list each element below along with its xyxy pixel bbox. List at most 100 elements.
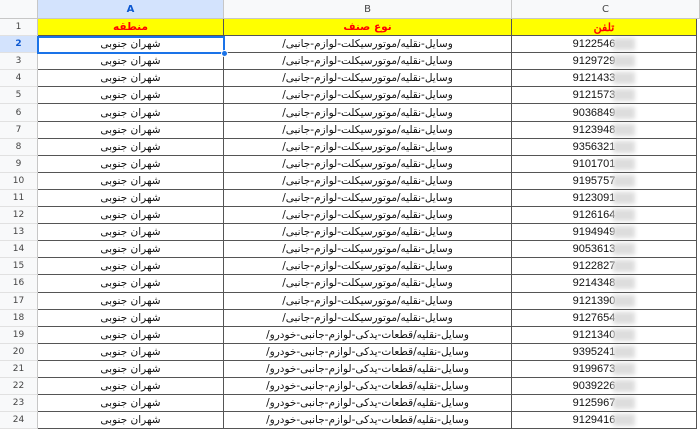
- cell-region[interactable]: شهران جنوبی: [38, 70, 224, 88]
- fill-handle[interactable]: [221, 50, 228, 57]
- cell-region[interactable]: شهران جنوبی: [38, 412, 224, 429]
- row-number[interactable]: 20: [0, 343, 38, 361]
- column-header-a[interactable]: A: [38, 0, 224, 19]
- cell-phone[interactable]: 9395241: [512, 343, 697, 361]
- cell-category[interactable]: وسایل-نقلیه/موتورسیکلت-لوازم-جانبی/: [224, 155, 512, 173]
- cell-category[interactable]: وسایل-نقلیه/موتورسیکلت-لوازم-جانبی/: [224, 87, 512, 105]
- cell-phone[interactable]: 9121433: [512, 70, 697, 88]
- row-number[interactable]: 4: [0, 70, 38, 88]
- cell-region[interactable]: شهران جنوبی: [38, 172, 224, 190]
- row-number[interactable]: 14: [0, 241, 38, 259]
- select-all-corner[interactable]: [0, 0, 38, 19]
- cell-category[interactable]: وسایل-نقلیه/موتورسیکلت-لوازم-جانبی/: [224, 292, 512, 310]
- cell-region[interactable]: شهران جنوبی: [38, 36, 224, 54]
- cell-region[interactable]: شهران جنوبی: [38, 87, 224, 105]
- cell-region[interactable]: شهران جنوبی: [38, 224, 224, 242]
- cell-phone[interactable]: 9129416: [512, 412, 697, 429]
- row-number[interactable]: 22: [0, 377, 38, 396]
- row-number[interactable]: 2: [0, 36, 38, 54]
- row-number[interactable]: 8: [0, 138, 38, 156]
- row-number[interactable]: 10: [0, 172, 38, 190]
- cell-category[interactable]: وسایل-نقلیه/موتورسیکلت-لوازم-جانبی/: [224, 104, 512, 122]
- cell-category[interactable]: وسایل-نقلیه/موتورسیکلت-لوازم-جانبی/: [224, 53, 512, 71]
- cell-region[interactable]: شهران جنوبی: [38, 53, 224, 71]
- row-number[interactable]: 15: [0, 258, 38, 276]
- cell-category[interactable]: وسایل-نقلیه/قطعات-یدکی-لوازم-جانبی-خودرو…: [224, 395, 512, 413]
- row-number[interactable]: 7: [0, 121, 38, 139]
- header-cell-phone[interactable]: تلفن: [512, 19, 697, 37]
- cell-region[interactable]: شهران جنوبی: [38, 155, 224, 173]
- cell-phone[interactable]: 9195757: [512, 172, 697, 190]
- cell-region[interactable]: شهران جنوبی: [38, 309, 224, 327]
- cell-category[interactable]: وسایل-نقلیه/قطعات-یدکی-لوازم-جانبی-خودرو…: [224, 326, 512, 344]
- cell-phone[interactable]: 9126164: [512, 207, 697, 225]
- cell-region[interactable]: شهران جنوبی: [38, 360, 224, 378]
- cell-phone[interactable]: 9127654: [512, 309, 697, 327]
- cell-category[interactable]: وسایل-نقلیه/موتورسیکلت-لوازم-جانبی/: [224, 309, 512, 327]
- cell-region[interactable]: شهران جنوبی: [38, 377, 224, 396]
- cell-region[interactable]: شهران جنوبی: [38, 241, 224, 259]
- cell-category[interactable]: وسایل-نقلیه/موتورسیکلت-لوازم-جانبی/: [224, 138, 512, 156]
- cell-region[interactable]: شهران جنوبی: [38, 395, 224, 413]
- cell-category[interactable]: وسایل-نقلیه/موتورسیکلت-لوازم-جانبی/: [224, 224, 512, 242]
- row-number[interactable]: 19: [0, 326, 38, 344]
- cell-phone[interactable]: 9036849: [512, 104, 697, 122]
- row-number[interactable]: 17: [0, 292, 38, 310]
- cell-category[interactable]: وسایل-نقلیه/موتورسیکلت-لوازم-جانبی/: [224, 258, 512, 276]
- cell-region[interactable]: شهران جنوبی: [38, 121, 224, 139]
- cell-region[interactable]: شهران جنوبی: [38, 326, 224, 344]
- cell-category[interactable]: وسایل-نقلیه/موتورسیکلت-لوازم-جانبی/: [224, 121, 512, 139]
- cell-category[interactable]: وسایل-نقلیه/موتورسیکلت-لوازم-جانبی/: [224, 36, 512, 54]
- row-number[interactable]: 21: [0, 360, 38, 378]
- cell-phone[interactable]: 9121573: [512, 87, 697, 105]
- cell-category[interactable]: وسایل-نقلیه/موتورسیکلت-لوازم-جانبی/: [224, 207, 512, 225]
- cell-phone[interactable]: 9214348: [512, 275, 697, 293]
- row-number[interactable]: 16: [0, 275, 38, 293]
- cell-phone[interactable]: 9121390: [512, 292, 697, 310]
- cell-region[interactable]: شهران جنوبی: [38, 207, 224, 225]
- cell-region[interactable]: شهران جنوبی: [38, 343, 224, 361]
- cell-phone[interactable]: 9039226: [512, 377, 697, 396]
- cell-category[interactable]: وسایل-نقلیه/قطعات-یدکی-لوازم-جانبی-خودرو…: [224, 377, 512, 396]
- column-header-b[interactable]: B: [224, 0, 512, 19]
- cell-category[interactable]: وسایل-نقلیه/موتورسیکلت-لوازم-جانبی/: [224, 189, 512, 208]
- cell-region[interactable]: شهران جنوبی: [38, 104, 224, 122]
- row-number[interactable]: 18: [0, 309, 38, 327]
- cell-category[interactable]: وسایل-نقلیه/موتورسیکلت-لوازم-جانبی/: [224, 172, 512, 190]
- row-number[interactable]: 1: [0, 19, 38, 37]
- row-number[interactable]: 11: [0, 189, 38, 208]
- cell-phone[interactable]: 9122827: [512, 258, 697, 276]
- cell-region[interactable]: شهران جنوبی: [38, 292, 224, 310]
- cell-phone[interactable]: 9101701: [512, 155, 697, 173]
- row-number[interactable]: 5: [0, 87, 38, 105]
- row-number[interactable]: 9: [0, 155, 38, 173]
- cell-phone[interactable]: 9199673: [512, 360, 697, 378]
- row-number[interactable]: 12: [0, 207, 38, 225]
- column-header-c[interactable]: C: [512, 0, 700, 19]
- cell-phone[interactable]: 9129729: [512, 53, 697, 71]
- row-number[interactable]: 13: [0, 224, 38, 242]
- cell-category[interactable]: وسایل-نقلیه/قطعات-یدکی-لوازم-جانبی-خودرو…: [224, 343, 512, 361]
- row-number[interactable]: 3: [0, 53, 38, 71]
- row-number[interactable]: 24: [0, 412, 38, 429]
- cell-region[interactable]: شهران جنوبی: [38, 258, 224, 276]
- row-number[interactable]: 6: [0, 104, 38, 122]
- cell-phone[interactable]: 9123948: [512, 121, 697, 139]
- cell-category[interactable]: وسایل-نقلیه/قطعات-یدکی-لوازم-جانبی-خودرو…: [224, 360, 512, 378]
- cell-category[interactable]: وسایل-نقلیه/موتورسیکلت-لوازم-جانبی/: [224, 241, 512, 259]
- cell-region[interactable]: شهران جنوبی: [38, 138, 224, 156]
- cell-region[interactable]: شهران جنوبی: [38, 189, 224, 208]
- header-cell-region[interactable]: منطقه: [38, 19, 224, 37]
- cell-category[interactable]: وسایل-نقلیه/قطعات-یدکی-لوازم-جانبی-خودرو…: [224, 412, 512, 429]
- cell-phone[interactable]: 9121340: [512, 326, 697, 344]
- cell-phone[interactable]: 9123091: [512, 189, 697, 208]
- cell-phone[interactable]: 9356321: [512, 138, 697, 156]
- cell-phone[interactable]: 9053613: [512, 241, 697, 259]
- cell-category[interactable]: وسایل-نقلیه/موتورسیکلت-لوازم-جانبی/: [224, 70, 512, 88]
- header-cell-category[interactable]: نوع صنف: [224, 19, 512, 37]
- cell-phone[interactable]: 9122546: [512, 36, 697, 54]
- row-number[interactable]: 23: [0, 395, 38, 413]
- cell-phone[interactable]: 9125967: [512, 395, 697, 413]
- cell-phone[interactable]: 9194949: [512, 224, 697, 242]
- cell-category[interactable]: وسایل-نقلیه/موتورسیکلت-لوازم-جانبی/: [224, 275, 512, 293]
